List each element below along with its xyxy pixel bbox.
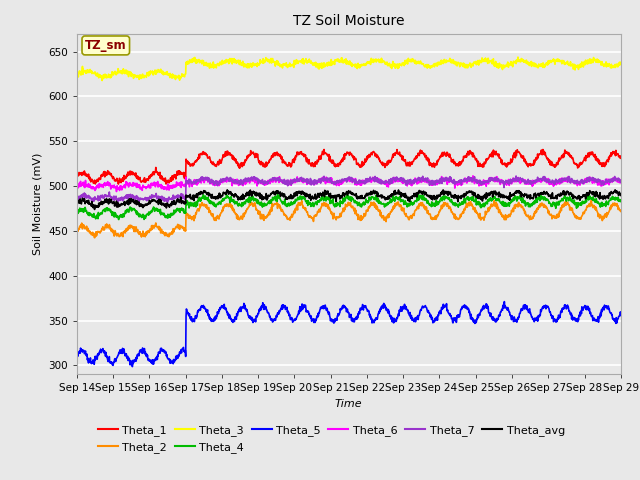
Text: TZ_sm: TZ_sm: [85, 39, 127, 52]
Title: TZ Soil Moisture: TZ Soil Moisture: [293, 14, 404, 28]
X-axis label: Time: Time: [335, 399, 363, 409]
Legend: Theta_1, Theta_2, Theta_3, Theta_4, Theta_5, Theta_6, Theta_7, Theta_avg: Theta_1, Theta_2, Theta_3, Theta_4, Thet…: [93, 421, 570, 457]
Y-axis label: Soil Moisture (mV): Soil Moisture (mV): [33, 153, 42, 255]
